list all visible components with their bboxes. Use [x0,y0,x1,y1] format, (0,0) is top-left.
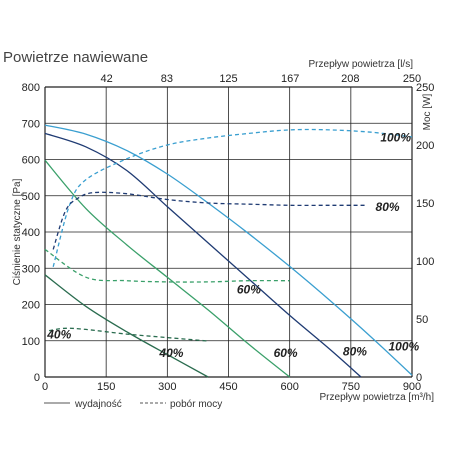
top-axis-label: Przepływ powietrza [l/s] [309,59,414,70]
y-tick-label: 500 [22,191,40,203]
y2-tick-label: 50 [416,314,428,326]
x-tick-label: 150 [97,381,115,393]
curve-labels: 100% 80% 60% 40% 40% 60% 80% 100% [46,131,419,361]
x2-tick-label: 250 [403,73,421,85]
right-axis-label: Moc [W] [422,93,433,130]
series-power-40 [49,327,209,342]
series-power-100 [52,128,413,267]
grid [44,86,413,378]
curve-label: 60% [274,346,298,360]
curve-label: 80% [376,200,400,214]
y-tick-label: 100 [22,336,40,348]
curve-label: 100% [380,131,411,145]
curve-label: 40% [158,346,183,360]
series-power-60 [44,248,290,283]
series-flow-40 [44,274,209,378]
legend-item-pobor-mocy: pobór mocy [170,399,222,410]
left-axis-label: Ciśnienie statyczne [Pa] [12,178,23,285]
y-tick-label: 600 [22,155,40,167]
y2-tick-label: 250 [416,82,434,94]
bottom-axis-label: Przepływ powietrza [m³/h] [320,392,435,403]
chart-title: Powietrze nawiewane [3,49,148,66]
y-tick-label: 400 [22,227,40,239]
x-tick-label: 600 [280,381,298,393]
series-flow-60 [44,159,291,378]
y2-tick-label: 200 [416,140,434,152]
y-tick-label: 200 [22,300,40,312]
y-tick-label: 700 [22,118,40,130]
series-flow-100 [44,124,413,376]
y2-tick-label: 0 [416,372,422,384]
tick-labels: 0 150 300 450 600 750 900010020030040050060070… [22,73,435,393]
x2-tick-label: 125 [219,73,237,85]
legend: wydajność pobór mocy [44,399,222,410]
curve-label: 80% [343,344,367,358]
x2-tick-label: 167 [281,73,299,85]
series-flow-80 [44,132,362,378]
x-tick-label: 300 [158,381,176,393]
x-tick-label: 0 [42,381,48,393]
x2-tick-label: 83 [161,73,173,85]
series-power-80 [52,191,368,250]
y2-tick-label: 150 [416,198,434,210]
x-tick-label: 900 [403,381,421,393]
legend-item-wydajnosc: wydajność [74,399,122,410]
x2-tick-label: 208 [341,73,359,85]
curve-label: 100% [388,340,419,354]
x-tick-label: 450 [219,381,237,393]
y2-tick-label: 100 [416,256,434,268]
curve-label: 40% [46,328,71,342]
y-tick-label: 0 [34,372,40,384]
x2-tick-label: 42 [101,73,113,85]
y-tick-label: 300 [22,263,40,275]
series-lines [44,124,413,378]
y-tick-label: 800 [22,82,40,94]
x-tick-label: 750 [342,381,360,393]
curve-label: 60% [237,282,261,296]
